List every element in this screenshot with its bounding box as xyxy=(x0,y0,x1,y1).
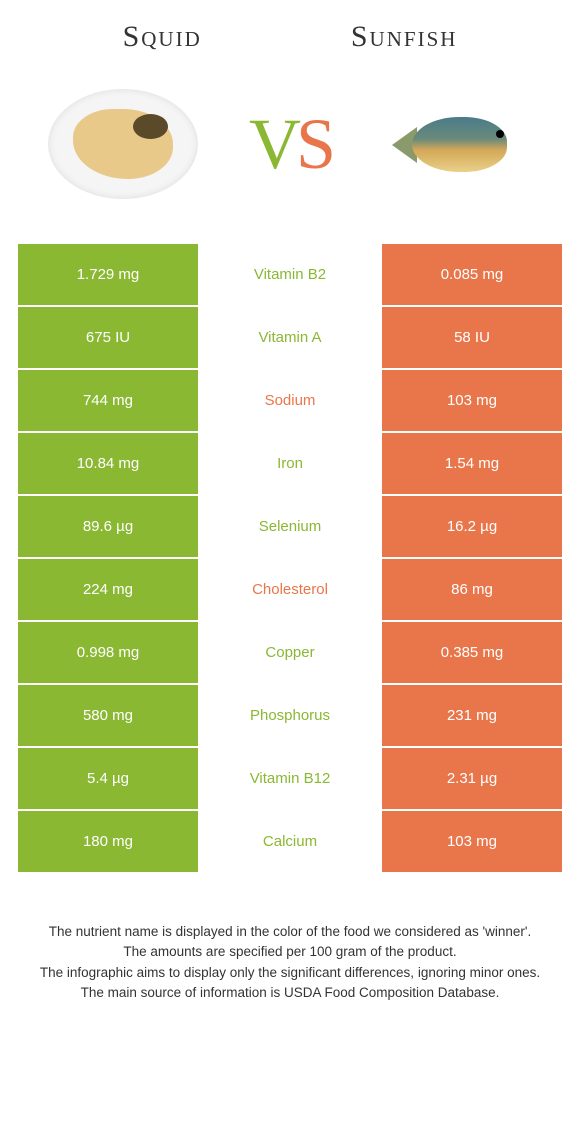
left-value: 10.84 mg xyxy=(18,433,198,494)
header: Squid Sunfish xyxy=(18,20,562,54)
left-value: 5.4 µg xyxy=(18,748,198,809)
table-row: 224 mgCholesterol86 mg xyxy=(18,559,562,620)
table-row: 10.84 mgIron1.54 mg xyxy=(18,433,562,494)
table-row: 1.729 mgVitamin B20.085 mg xyxy=(18,244,562,305)
squid-image xyxy=(38,84,208,204)
vs-v: V xyxy=(249,104,296,184)
vs-s: S xyxy=(296,104,331,184)
footer-line: The main source of information is USDA F… xyxy=(38,983,542,1003)
nutrient-name: Vitamin B2 xyxy=(198,244,382,305)
footer-line: The amounts are specified per 100 gram o… xyxy=(38,942,542,962)
sunfish-image xyxy=(372,84,542,204)
table-row: 675 IUVitamin A58 IU xyxy=(18,307,562,368)
images-row: VS xyxy=(18,84,562,244)
right-title: Sunfish xyxy=(351,20,458,54)
table-row: 5.4 µgVitamin B122.31 µg xyxy=(18,748,562,809)
table-row: 180 mgCalcium103 mg xyxy=(18,811,562,872)
footer-line: The nutrient name is displayed in the co… xyxy=(38,922,542,942)
nutrient-name: Vitamin A xyxy=(198,307,382,368)
left-value: 744 mg xyxy=(18,370,198,431)
nutrient-name: Selenium xyxy=(198,496,382,557)
right-value: 103 mg xyxy=(382,811,562,872)
nutrient-table: 1.729 mgVitamin B20.085 mg675 IUVitamin … xyxy=(18,244,562,872)
nutrient-name: Vitamin B12 xyxy=(198,748,382,809)
table-row: 580 mgPhosphorus231 mg xyxy=(18,685,562,746)
right-value: 0.085 mg xyxy=(382,244,562,305)
left-title: Squid xyxy=(123,20,202,54)
nutrient-name: Phosphorus xyxy=(198,685,382,746)
table-row: 89.6 µgSelenium16.2 µg xyxy=(18,496,562,557)
nutrient-name: Copper xyxy=(198,622,382,683)
footer-line: The infographic aims to display only the… xyxy=(38,963,542,983)
right-value: 86 mg xyxy=(382,559,562,620)
table-row: 744 mgSodium103 mg xyxy=(18,370,562,431)
nutrient-name: Cholesterol xyxy=(198,559,382,620)
nutrient-name: Sodium xyxy=(198,370,382,431)
left-value: 224 mg xyxy=(18,559,198,620)
right-value: 103 mg xyxy=(382,370,562,431)
footer-notes: The nutrient name is displayed in the co… xyxy=(18,922,562,1003)
left-value: 1.729 mg xyxy=(18,244,198,305)
infographic: Squid Sunfish VS 1.729 mgVitamin B20.085… xyxy=(0,0,580,1023)
left-value: 675 IU xyxy=(18,307,198,368)
right-value: 231 mg xyxy=(382,685,562,746)
right-value: 58 IU xyxy=(382,307,562,368)
right-value: 0.385 mg xyxy=(382,622,562,683)
left-value: 580 mg xyxy=(18,685,198,746)
right-value: 16.2 µg xyxy=(382,496,562,557)
right-value: 2.31 µg xyxy=(382,748,562,809)
left-value: 0.998 mg xyxy=(18,622,198,683)
nutrient-name: Calcium xyxy=(198,811,382,872)
table-row: 0.998 mgCopper0.385 mg xyxy=(18,622,562,683)
left-value: 180 mg xyxy=(18,811,198,872)
vs-label: VS xyxy=(249,103,331,186)
right-value: 1.54 mg xyxy=(382,433,562,494)
nutrient-name: Iron xyxy=(198,433,382,494)
left-value: 89.6 µg xyxy=(18,496,198,557)
